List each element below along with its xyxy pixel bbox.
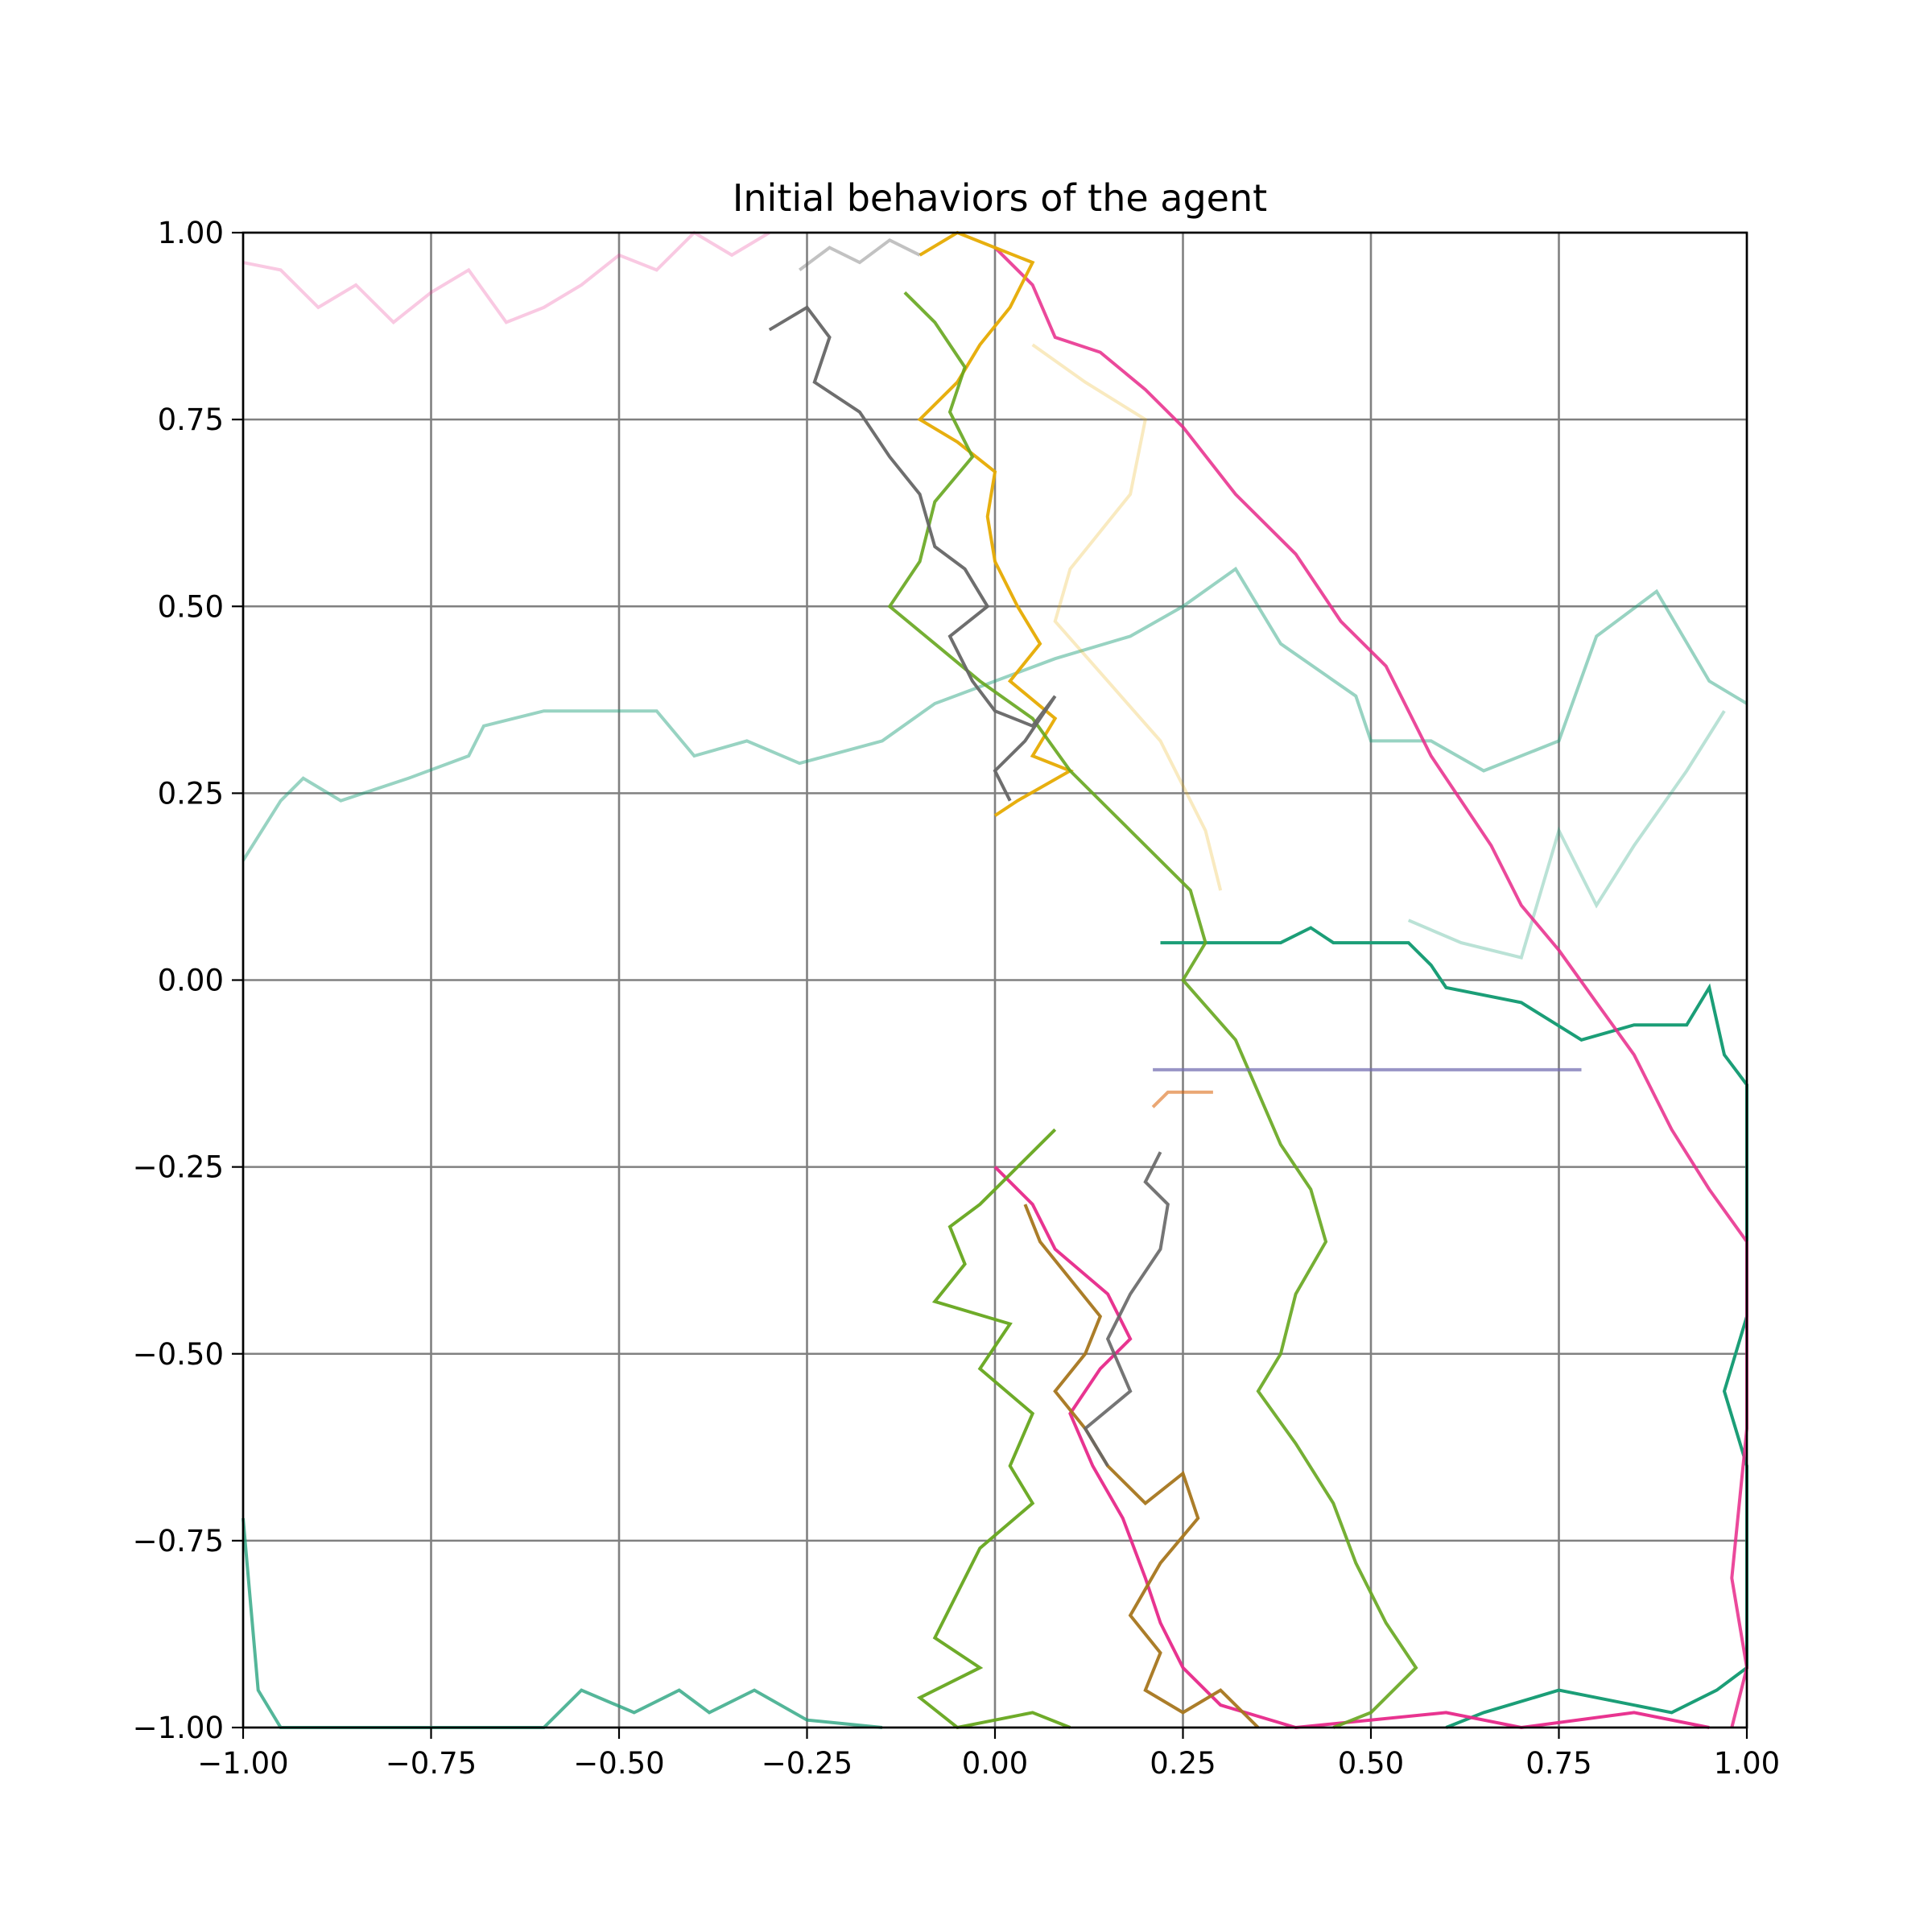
trajectory-series-0	[242, 566, 1748, 861]
x-tick-label-1: −0.75	[386, 1746, 477, 1781]
x-tick-label-7: 0.75	[1525, 1746, 1591, 1781]
trajectory-series-8	[1031, 343, 1223, 891]
trajectory-series-16	[1151, 1090, 1213, 1108]
y-tick-label-1: −0.75	[133, 1524, 224, 1558]
y-tick-label-6: 0.50	[158, 589, 224, 624]
chart-title: Initial behaviors of the agent	[733, 176, 1267, 220]
y-tick-label-8: 1.00	[158, 216, 224, 250]
trajectory-series-7	[917, 230, 1075, 817]
trajectory-series-12	[768, 305, 1057, 802]
x-tick-label-0: −1.00	[197, 1746, 288, 1781]
y-tick-label-0: −1.00	[133, 1711, 224, 1745]
trajectory-series-9	[887, 291, 1418, 1729]
series-layer	[242, 230, 1749, 1730]
y-tick-label-7: 0.75	[158, 402, 224, 437]
x-tick-label-6: 0.50	[1338, 1746, 1404, 1781]
trajectory-series-4	[242, 230, 770, 325]
trajectory-series-1	[1407, 710, 1726, 960]
trajectory-series-11	[1023, 1203, 1260, 1729]
trajectory-series-13	[1083, 1151, 1170, 1468]
ticks: −1.00 −0.75 −0.50 −0.25 0.00 0.25 0.50 0.75 1.00…	[133, 216, 1781, 1781]
x-tick-label-8: 1.00	[1714, 1746, 1780, 1781]
trajectory-series-14	[799, 237, 921, 272]
y-tick-label-4: 0.00	[158, 964, 224, 998]
trajectory-series-6	[993, 1166, 1710, 1730]
trajectory-series-3	[242, 1517, 883, 1729]
trajectory-series-2	[1160, 926, 1748, 1729]
y-tick-label-3: −0.25	[133, 1150, 224, 1185]
y-tick-label-5: 0.25	[158, 776, 224, 811]
x-tick-label-5: 0.25	[1150, 1746, 1216, 1781]
x-tick-label-4: 0.00	[962, 1746, 1028, 1781]
y-tick-label-2: −0.50	[133, 1337, 224, 1372]
x-tick-label-2: −0.50	[573, 1746, 664, 1781]
x-tick-label-3: −0.25	[762, 1746, 852, 1781]
trajectory-series-10	[916, 1128, 1071, 1730]
